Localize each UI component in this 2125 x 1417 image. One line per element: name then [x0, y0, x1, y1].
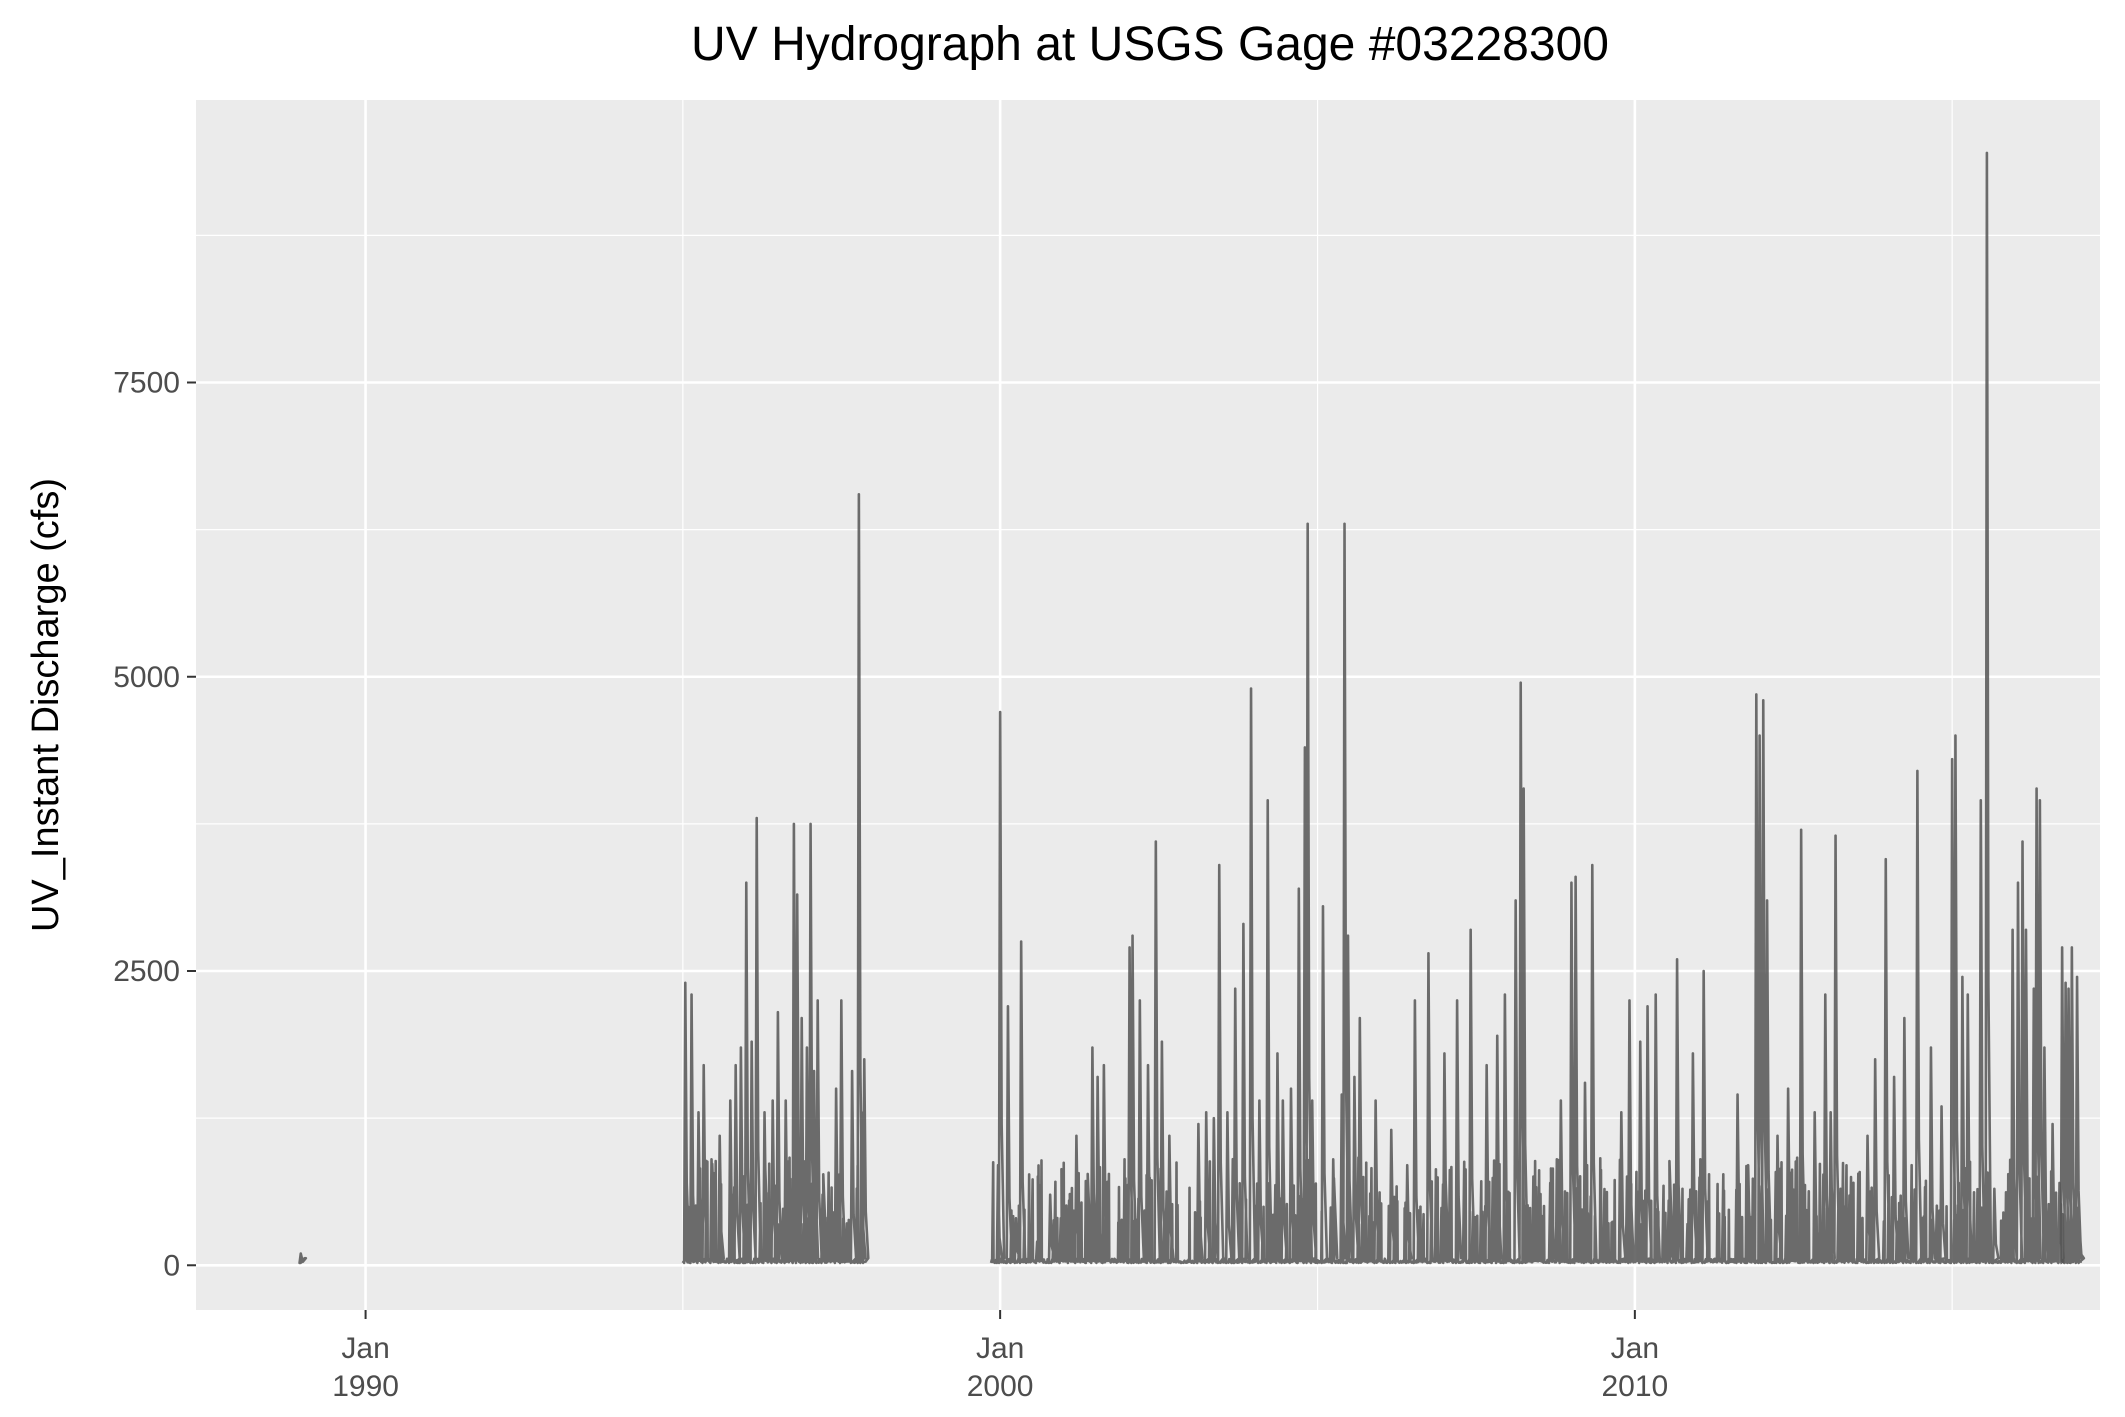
y-tick-label: 5000	[113, 661, 180, 694]
x-tick-label: Jan 1990	[332, 1332, 399, 1403]
y-tick-label: 0	[163, 1249, 180, 1282]
plot-panel	[196, 100, 2100, 1310]
y-axis-title: UV_Instant Discharge (cfs)	[25, 478, 67, 932]
y-tick-label: 2500	[113, 955, 180, 988]
x-tick-label: Jan 2010	[1601, 1332, 1668, 1403]
x-tick-label: Jan 2000	[967, 1332, 1034, 1403]
series-group	[298, 151, 2086, 1265]
grid-major	[196, 100, 2100, 1310]
chart-title: UV Hydrograph at USGS Gage #03228300	[691, 18, 1609, 71]
y-axis: 0 2500 5000 7500	[113, 366, 196, 1282]
series-line-segment	[681, 493, 870, 1265]
series-line-segment	[989, 151, 2065, 1265]
y-tick-label: 7500	[113, 366, 180, 399]
series-line-segment	[298, 1252, 308, 1265]
x-axis: Jan 1990 Jan 2000 Jan 2010	[332, 1310, 1668, 1403]
series-line-segment	[2059, 946, 2086, 1265]
